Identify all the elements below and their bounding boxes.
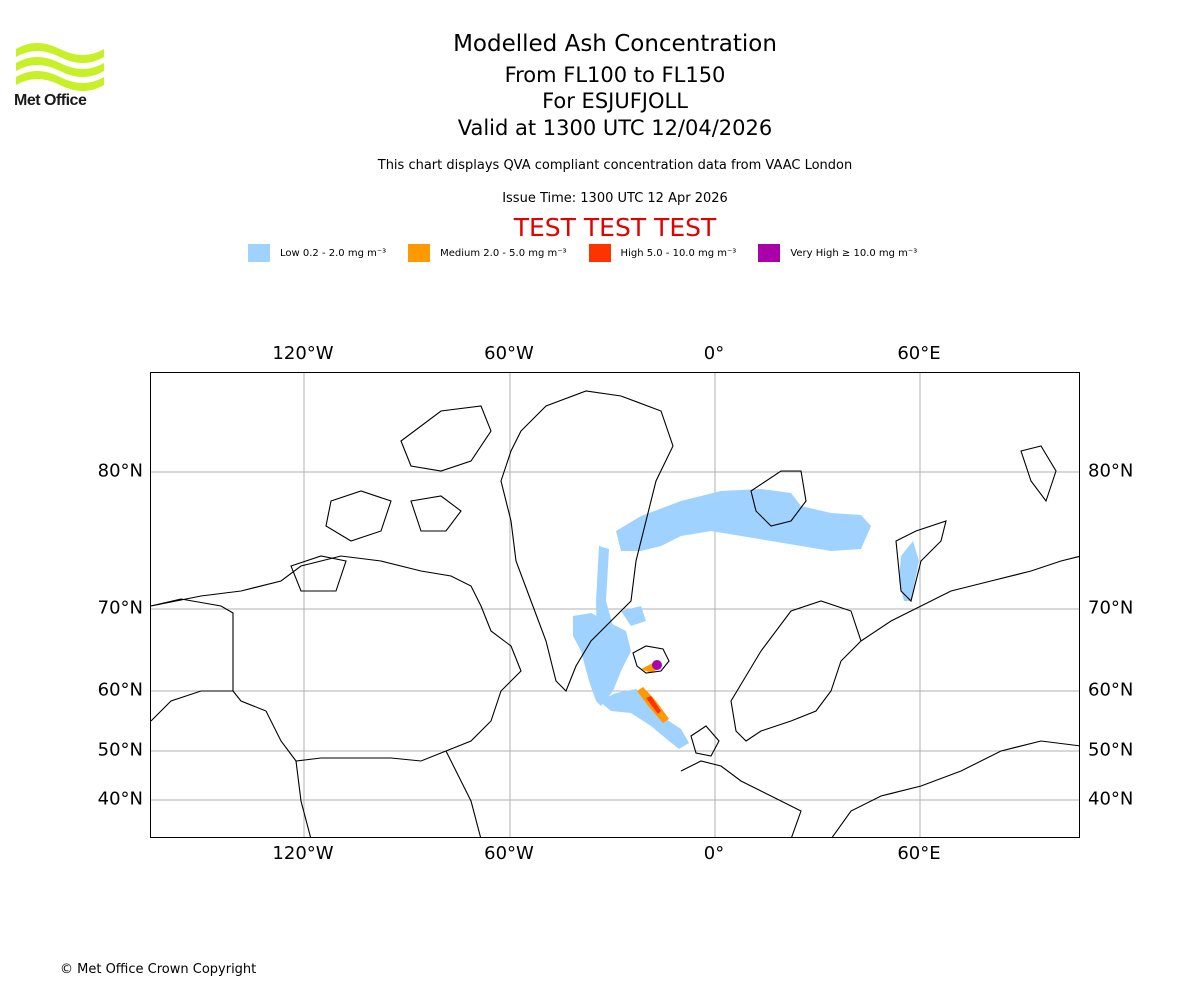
- legend-swatch-low: [248, 244, 270, 262]
- lon-tick-top: 120°W: [272, 343, 334, 364]
- lon-tick-bottom: 0°: [703, 843, 725, 864]
- lon-tick-top: 0°: [703, 343, 725, 364]
- ash-map: [150, 372, 1080, 838]
- lon-tick-top: 60°W: [484, 343, 534, 364]
- legend-label: Very High ≥ 10.0 mg m⁻³: [790, 247, 918, 259]
- lon-tick-bottom: 60°E: [897, 843, 941, 864]
- met-office-wave-icon: [16, 43, 104, 91]
- legend-item-low: Low 0.2 - 2.0 mg m⁻³: [248, 244, 386, 262]
- valid-time: Valid at 1300 UTC 12/04/2026: [457, 116, 773, 140]
- legend-item-high: High 5.0 - 10.0 mg m⁻³: [588, 244, 737, 262]
- chart-subtitle: This chart displays QVA compliant concen…: [377, 158, 853, 173]
- lat-tick-left: 70°N: [97, 597, 143, 619]
- volcano-name: For ESJUFJOLL: [542, 89, 688, 113]
- lat-tick-right: 60°N: [1088, 679, 1134, 701]
- legend-swatch-high: [588, 244, 611, 262]
- graticule: [151, 373, 1079, 837]
- lat-tick-right: 70°N: [1088, 597, 1134, 619]
- ash-high-region: [646, 696, 661, 714]
- map-canvas: [151, 373, 1079, 837]
- issue-time: Issue Time: 1300 UTC 12 Apr 2026: [502, 191, 728, 206]
- lon-tick-bottom: 60°W: [484, 843, 534, 864]
- legend-swatch-medium: [408, 244, 431, 262]
- lon-tick-top: 60°E: [897, 343, 941, 364]
- lat-tick-left: 50°N: [97, 739, 143, 761]
- legend-item-very-high: Very High ≥ 10.0 mg m⁻³: [758, 244, 917, 262]
- lat-tick-left: 40°N: [97, 788, 143, 810]
- lon-tick-bottom: 120°W: [272, 843, 334, 864]
- coastlines: [151, 390, 1079, 837]
- legend-item-medium: Medium 2.0 - 5.0 mg m⁻³: [408, 244, 567, 262]
- lat-tick-right: 80°N: [1088, 460, 1134, 482]
- logo-text: Met Office: [14, 92, 87, 109]
- legend-swatch-very-high: [758, 244, 781, 262]
- lat-tick-left: 60°N: [97, 679, 143, 701]
- lat-tick-left: 80°N: [97, 460, 143, 482]
- copyright-notice: © Met Office Crown Copyright: [60, 962, 257, 977]
- legend: Low 0.2 - 2.0 mg m⁻³ Medium 2.0 - 5.0 mg…: [248, 244, 939, 262]
- chart-title: Modelled Ash Concentration: [453, 31, 777, 57]
- legend-label: High 5.0 - 10.0 mg m⁻³: [620, 247, 737, 259]
- ash-low-region: [573, 489, 919, 749]
- test-banner: TEST TEST TEST: [513, 213, 717, 242]
- flight-level-range: From FL100 to FL150: [504, 63, 726, 87]
- lat-tick-right: 40°N: [1088, 788, 1134, 810]
- ash-very-high-region: [652, 660, 662, 670]
- legend-label: Medium 2.0 - 5.0 mg m⁻³: [440, 247, 567, 259]
- lat-tick-right: 50°N: [1088, 739, 1134, 761]
- legend-label: Low 0.2 - 2.0 mg m⁻³: [280, 247, 387, 259]
